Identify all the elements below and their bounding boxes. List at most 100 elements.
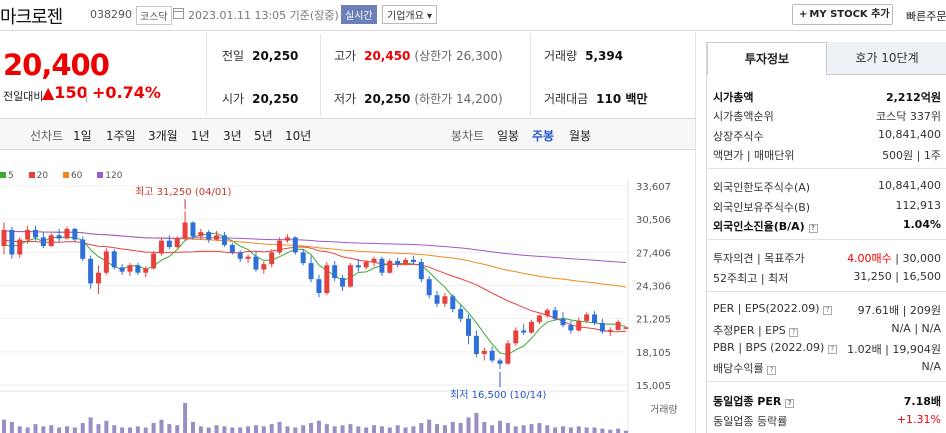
candle-body <box>48 235 54 246</box>
upper-limit: (상한가 26,300) <box>414 49 503 63</box>
info-value: +1.31% <box>896 413 941 426</box>
candle-body <box>560 318 566 326</box>
help-icon[interactable]: ? <box>808 224 818 233</box>
candle-body <box>308 263 314 280</box>
help-icon[interactable]: ? <box>767 366 777 375</box>
volume-bar <box>72 427 77 433</box>
volume-bar <box>96 424 101 433</box>
trade-amount: 거래대금 110 백만 <box>544 90 647 107</box>
tab-orderbook-10[interactable]: 호가 10단계 <box>827 42 946 75</box>
candle-body <box>324 265 330 294</box>
volume-bar <box>112 425 117 433</box>
candle-body <box>221 235 227 245</box>
volume-bar <box>537 423 542 433</box>
y-tick-label: 18,105 <box>636 348 671 359</box>
candle-body <box>418 262 424 280</box>
candle-body <box>111 251 117 268</box>
section-divider <box>707 291 946 292</box>
candle-weekly[interactable]: 주봉 <box>532 129 555 143</box>
candle-daily[interactable]: 일봉 <box>497 129 520 143</box>
market-badge: 코스닥 <box>136 6 172 25</box>
tab-investment-info[interactable]: 투자정보 <box>707 42 827 75</box>
volume-bar <box>88 417 93 433</box>
quick-order-link[interactable]: 빠른주문 <box>906 10 946 23</box>
prev-close-value: 20,250 <box>252 49 299 63</box>
section-divider <box>707 239 946 240</box>
info-value: 2,212억원 <box>885 91 941 104</box>
volume-bar <box>379 426 384 433</box>
help-icon[interactable]: ? <box>827 345 837 354</box>
period-1d[interactable]: 1일 <box>73 129 92 143</box>
volume-bar <box>198 426 203 433</box>
volume-bar <box>513 426 518 433</box>
candle-body <box>466 318 472 336</box>
info-key: 액면가 | 매매단위 <box>713 149 795 162</box>
volume-bar <box>190 421 195 433</box>
open-label: 시가 <box>222 92 245 106</box>
volume-bar <box>2 419 6 433</box>
volume-bar <box>301 425 306 433</box>
volume-bar <box>285 426 290 433</box>
candle-body <box>403 259 409 265</box>
help-icon[interactable]: ? <box>785 399 795 408</box>
candle-body <box>103 251 109 273</box>
info-value: N/A | N/A <box>891 322 941 335</box>
volume-bar <box>183 403 188 433</box>
candle-monthly[interactable]: 월봉 <box>569 129 592 143</box>
volume-bar <box>466 417 471 433</box>
info-key-text: 외국인소진율(B/A) <box>713 220 805 233</box>
volume-bar <box>80 423 85 433</box>
change-rate: +0.74% <box>92 83 161 102</box>
candle-body <box>576 320 582 331</box>
price-chart[interactable]: 5 20 60 120 33,607 30,506 27,406 24,306 21,2… <box>0 151 695 433</box>
candle-body <box>158 240 164 254</box>
period-1y[interactable]: 1년 <box>191 129 210 143</box>
volume-bar <box>120 427 125 433</box>
info-key: 배당수익률 ? <box>713 360 777 376</box>
candle-body <box>568 325 574 331</box>
volume-bar <box>387 427 392 433</box>
volume-bar <box>49 425 54 433</box>
realtime-badge[interactable]: 실시간 <box>341 5 377 24</box>
period-3m[interactable]: 3개월 <box>148 129 178 143</box>
volume-bar <box>269 424 274 433</box>
volume-bar <box>127 427 132 433</box>
volume-bar <box>592 427 597 433</box>
help-icon[interactable]: ? <box>789 328 799 337</box>
info-key-text: 배당수익률 <box>713 362 764 375</box>
period-3y[interactable]: 3년 <box>223 129 242 143</box>
help-icon[interactable]: ? <box>823 306 833 315</box>
divider <box>695 32 696 433</box>
candle-body <box>72 228 78 240</box>
period-1w[interactable]: 1주일 <box>106 129 136 143</box>
candle-body <box>371 258 377 263</box>
investment-info-panel: 투자정보 호가 10단계 시가총액 2,212억원 시가총액순위 코스닥 337위 … <box>706 42 946 433</box>
target-price-value: 30,000 <box>902 252 942 265</box>
candle-body <box>174 238 180 248</box>
high-label: 고가 <box>334 49 357 63</box>
candle-body <box>269 252 275 265</box>
volume-bar <box>624 430 628 433</box>
volume-bar <box>450 421 455 433</box>
period-10y[interactable]: 10년 <box>285 129 312 143</box>
candle-body <box>95 272 101 284</box>
lower-limit: (하한가 14,200) <box>414 92 503 106</box>
info-key: PER | EPS(2022.09) ? <box>713 302 833 315</box>
volume-axis-label: 거래량 <box>650 405 678 416</box>
company-overview-dropdown[interactable]: 기업개요 ▾ <box>382 5 437 24</box>
ma-line-5 <box>3 232 627 356</box>
candle-body <box>182 222 188 239</box>
candle-body <box>25 229 31 240</box>
ma-line-120 <box>3 230 627 263</box>
info-value: 31,250 | 16,500 <box>853 270 941 283</box>
info-key-text: PER | EPS(2022.09) <box>713 302 820 315</box>
volume-bar <box>490 425 495 433</box>
add-mystock-button[interactable]: + MY STOCK 추가 <box>792 4 893 25</box>
legend-label: 20 <box>36 171 49 181</box>
volume-bar <box>316 420 321 433</box>
period-5y[interactable]: 5년 <box>254 129 273 143</box>
y-tick-label: 30,506 <box>636 215 671 226</box>
volume-bar <box>309 423 314 433</box>
candle-body <box>497 360 503 364</box>
divider <box>320 34 321 116</box>
